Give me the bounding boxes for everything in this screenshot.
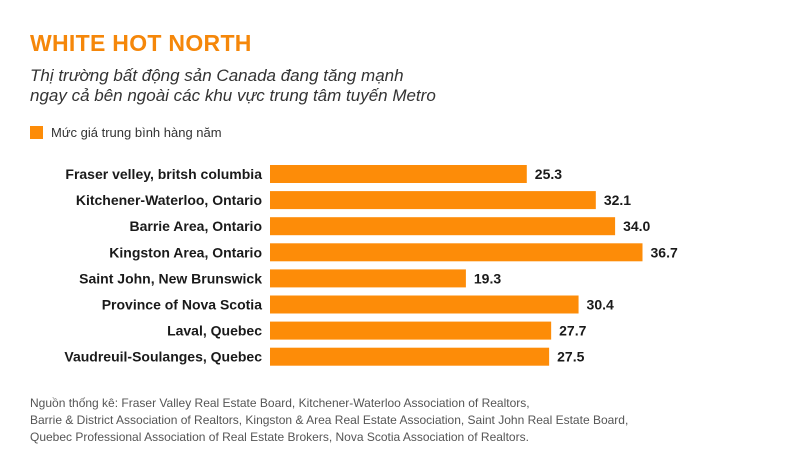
category-label: Vaudreuil-Soulanges, Quebec xyxy=(64,349,262,365)
category-label: Laval, Quebec xyxy=(167,323,262,339)
value-label: 27.5 xyxy=(557,349,584,365)
value-label: 27.7 xyxy=(559,323,586,339)
bar xyxy=(270,243,643,262)
value-label: 36.7 xyxy=(651,244,678,260)
category-label: Barrie Area, Ontario xyxy=(129,218,262,234)
source-line-3: Quebec Professional Association of Real … xyxy=(30,430,529,444)
chart-title: WHITE HOT NORTH xyxy=(30,30,252,56)
legend-label: Mức giá trung bình hàng năm xyxy=(51,125,222,140)
value-label: 32.1 xyxy=(604,192,631,208)
value-label: 30.4 xyxy=(587,297,614,313)
legend-swatch xyxy=(30,126,43,139)
category-label: Fraser velley, britsh columbia xyxy=(65,166,262,182)
category-label: Kitchener-Waterloo, Ontario xyxy=(76,192,262,208)
chart-legend: Mức giá trung bình hàng năm xyxy=(30,125,222,140)
bar xyxy=(270,269,466,288)
category-label: Kingston Area, Ontario xyxy=(109,244,262,260)
value-label: 34.0 xyxy=(623,218,650,234)
bar xyxy=(270,295,579,314)
category-label: Province of Nova Scotia xyxy=(102,297,262,313)
bar xyxy=(270,347,550,366)
source-line-1: Nguồn thống kê: Fraser Valley Real Estat… xyxy=(30,396,530,410)
category-label: Saint John, New Brunswick xyxy=(79,270,262,286)
source-line-2: Barrie & District Association of Realtor… xyxy=(30,413,629,427)
bar xyxy=(270,321,552,340)
chart-subtitle: Thị trường bất động sản Canada đang tăng… xyxy=(30,66,436,106)
bar xyxy=(270,191,596,210)
value-label: 19.3 xyxy=(474,270,501,286)
value-label: 25.3 xyxy=(535,166,562,182)
subtitle-line-2: ngay cả bên ngoài các khu vực trung tâm … xyxy=(30,86,436,105)
subtitle-line-1: Thị trường bất động sản Canada đang tăng… xyxy=(30,66,404,85)
bar xyxy=(270,165,527,183)
bar xyxy=(270,217,616,236)
source-note: Nguồn thống kê: Fraser Valley Real Estat… xyxy=(30,395,628,446)
